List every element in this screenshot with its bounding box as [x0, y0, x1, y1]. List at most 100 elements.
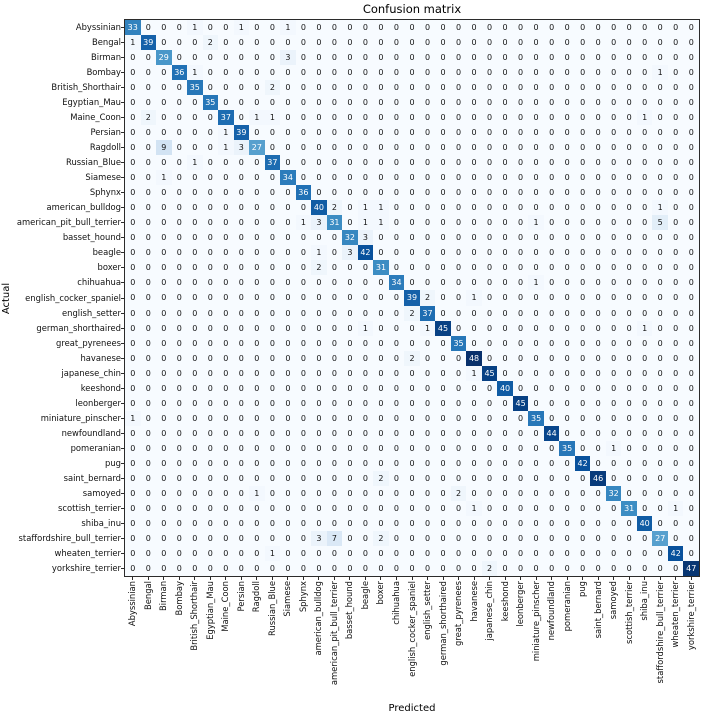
matrix-cell: 0	[388, 395, 405, 411]
matrix-cell: 0	[140, 275, 157, 291]
matrix-cell: 0	[264, 440, 281, 456]
x-tick-mark	[132, 576, 134, 580]
matrix-cell: 0	[512, 545, 529, 561]
matrix-cell: 0	[450, 320, 467, 336]
matrix-cell: 0	[497, 125, 513, 141]
matrix-cell: 0	[404, 20, 420, 36]
matrix-cell: 0	[187, 245, 203, 261]
matrix-cell: 0	[590, 500, 606, 516]
matrix-cell: 0	[404, 470, 420, 486]
matrix-cell: 0	[419, 230, 436, 246]
matrix-cell: 0	[140, 440, 157, 456]
matrix-cell: 0	[140, 50, 157, 66]
matrix-cell: 0	[342, 290, 358, 306]
matrix-cell: 0	[605, 425, 622, 441]
matrix-cell: 0	[264, 215, 281, 231]
matrix-cell: 0	[295, 260, 312, 276]
matrix-cell: 0	[311, 95, 327, 111]
matrix-cell: 0	[373, 290, 389, 306]
x-tick-label: samoyed	[608, 581, 619, 620]
matrix-cell: 0	[590, 230, 606, 246]
matrix-cell: 0	[667, 305, 684, 321]
matrix-cell: 0	[264, 290, 281, 306]
matrix-cell: 0	[574, 395, 591, 411]
x-tick-label: Persian	[235, 581, 246, 612]
matrix-cell: 0	[295, 320, 312, 336]
y-tick-label: american_bulldog	[46, 202, 121, 213]
y-tick-mark	[121, 72, 125, 74]
matrix-cell: 0	[264, 260, 281, 276]
matrix-cell: 0	[512, 110, 529, 126]
matrix-cell: 0	[187, 290, 203, 306]
matrix-cell: 0	[419, 50, 436, 66]
matrix-cell: 0	[202, 425, 219, 441]
matrix-cell: 0	[543, 395, 560, 411]
matrix-cell: 2	[373, 530, 389, 546]
matrix-cell: 0	[543, 245, 560, 261]
matrix-cell: 0	[202, 170, 219, 186]
matrix-cell: 0	[590, 515, 606, 531]
matrix-cell: 0	[435, 185, 451, 201]
matrix-cell: 0	[605, 95, 622, 111]
matrix-cell: 0	[264, 275, 281, 291]
matrix-cell: 0	[140, 95, 157, 111]
matrix-cell: 0	[326, 65, 343, 81]
matrix-cell: 0	[373, 305, 389, 321]
x-tick-label: Bombay	[173, 581, 184, 616]
matrix-cell: 0	[373, 455, 389, 471]
matrix-cell: 0	[357, 530, 374, 546]
matrix-cell: 0	[125, 275, 141, 291]
matrix-cell: 0	[218, 230, 234, 246]
matrix-cell: 0	[605, 155, 622, 171]
matrix-cell: 0	[652, 410, 668, 426]
matrix-cell: 0	[373, 395, 389, 411]
matrix-cell: 0	[156, 200, 172, 216]
matrix-cell: 0	[636, 380, 653, 396]
y-tick-mark	[121, 432, 125, 434]
matrix-cell: 45	[481, 365, 498, 381]
matrix-cell: 0	[171, 215, 188, 231]
matrix-cell: 0	[481, 170, 498, 186]
matrix-cell: 0	[280, 350, 296, 366]
matrix-cell: 0	[466, 515, 482, 531]
matrix-cell: 0	[559, 140, 575, 156]
matrix-cell: 0	[280, 155, 296, 171]
matrix-cell: 2	[481, 560, 498, 576]
y-tick-mark	[121, 87, 125, 89]
matrix-cell: 0	[574, 260, 591, 276]
y-tick-mark	[121, 237, 125, 239]
matrix-cell: 0	[466, 395, 482, 411]
matrix-cell: 0	[543, 230, 560, 246]
matrix-cell: 0	[187, 410, 203, 426]
matrix-cell: 0	[512, 485, 529, 501]
matrix-cell: 0	[156, 95, 172, 111]
matrix-cell: 0	[187, 230, 203, 246]
matrix-cell: 0	[233, 110, 250, 126]
matrix-cell: 0	[140, 320, 157, 336]
matrix-cell: 0	[435, 350, 451, 366]
matrix-cell: 0	[156, 155, 172, 171]
matrix-cell: 1	[605, 440, 622, 456]
matrix-cell: 0	[171, 515, 188, 531]
matrix-cell: 0	[605, 275, 622, 291]
matrix-cell: 0	[683, 530, 699, 546]
matrix-cell: 0	[233, 500, 250, 516]
matrix-cell: 0	[528, 65, 544, 81]
matrix-cell: 0	[466, 545, 482, 561]
matrix-cell: 0	[156, 20, 172, 36]
matrix-cell: 0	[125, 470, 141, 486]
matrix-cell: 0	[140, 365, 157, 381]
y-tick-mark	[121, 372, 125, 374]
matrix-cell: 0	[125, 185, 141, 201]
matrix-cell: 0	[590, 395, 606, 411]
matrix-cell: 0	[187, 455, 203, 471]
matrix-cell: 0	[218, 245, 234, 261]
matrix-cell: 0	[605, 125, 622, 141]
matrix-cell: 0	[667, 425, 684, 441]
matrix-cell: 0	[404, 200, 420, 216]
matrix-cell: 0	[605, 35, 622, 51]
matrix-cell: 0	[218, 95, 234, 111]
matrix-cell: 0	[450, 275, 467, 291]
y-tick-label: japanese_chin	[61, 367, 121, 378]
matrix-cell: 0	[156, 185, 172, 201]
